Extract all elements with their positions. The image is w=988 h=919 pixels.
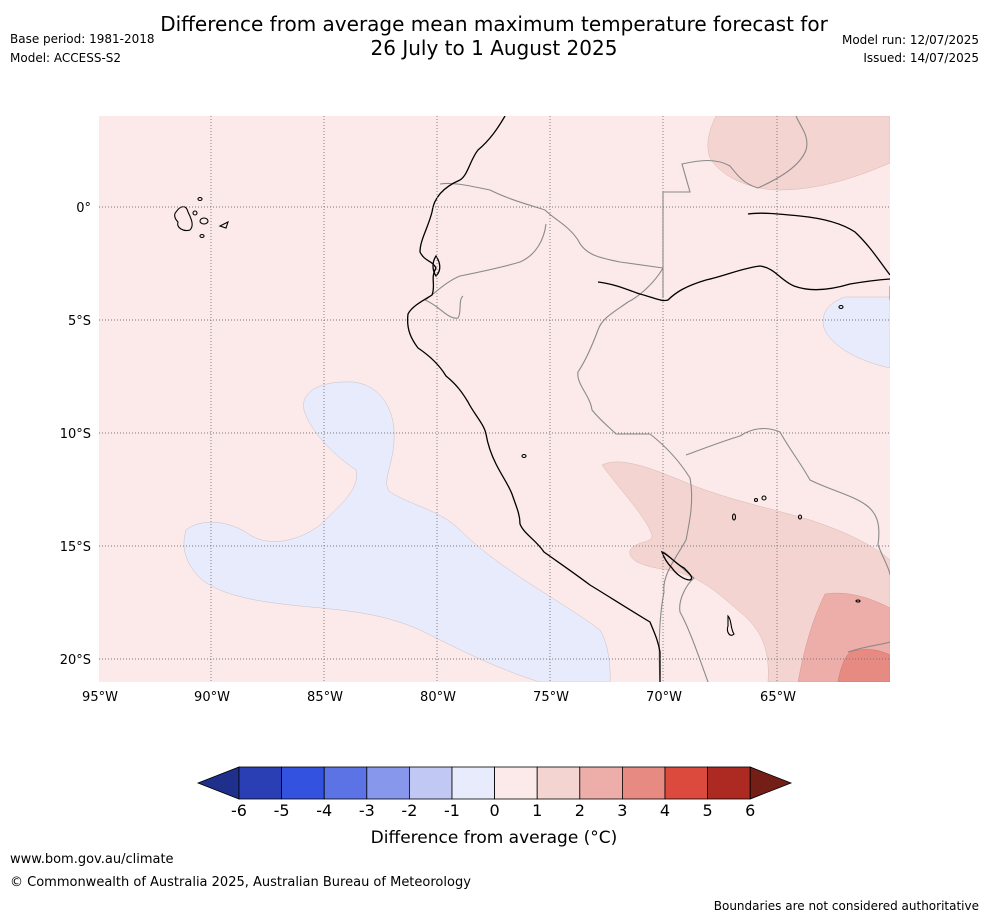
website-link[interactable]: www.bom.gov.au/climate <box>10 852 174 867</box>
lat-label: 10°S <box>60 427 91 442</box>
colorbar-tick-label: -3 <box>359 801 375 820</box>
colorbar-bin <box>707 766 751 800</box>
lon-label: 85°W <box>307 690 343 705</box>
lon-label: 80°W <box>420 690 456 705</box>
colorbar-label: Difference from average (°C) <box>370 828 618 848</box>
colorbar-bin <box>238 766 282 800</box>
anomaly-region-3-to-4 <box>837 649 890 682</box>
colorbar-bin <box>536 766 581 800</box>
colorbar-bin <box>323 766 368 800</box>
boundaries-disclaimer: Boundaries are not considered authoritat… <box>713 899 979 913</box>
base-period: Base period: 1981-2018 <box>10 32 155 46</box>
colorbar-bin <box>408 766 453 800</box>
lat-label: 20°S <box>60 653 91 668</box>
graticule <box>99 116 890 682</box>
model-name: Model: ACCESS-S2 <box>10 51 122 65</box>
colorbar-tick-label: -1 <box>444 801 460 820</box>
lat-label: 15°S <box>60 540 91 555</box>
colorbar-tick-label: 4 <box>660 801 670 820</box>
colorbar-bin <box>451 766 495 800</box>
lat-label: 5°S <box>68 314 91 329</box>
colorbar-tick-label: 0 <box>490 801 500 820</box>
colorbar-extend-high <box>749 766 793 800</box>
anomaly-region-minus1-to-0 <box>183 381 611 682</box>
title-line-2: 26 July to 1 August 2025 <box>370 36 618 60</box>
model-run-date: Model run: 12/07/2025 <box>841 33 979 47</box>
issued-date: Issued: 14/07/2025 <box>863 51 979 65</box>
islands <box>174 196 861 636</box>
colorbar-tick-label: 3 <box>617 801 627 820</box>
anomaly-region-minus1-to-0 <box>822 296 890 369</box>
map-title: Difference from average mean maximum tem… <box>0 12 988 60</box>
colorbar-tick-label: -5 <box>274 801 290 820</box>
lon-label: 65°W <box>760 690 796 705</box>
colorbar-tick-label: 6 <box>745 801 755 820</box>
colorbar-bin <box>622 766 666 800</box>
colorbar-tick-label: 1 <box>532 801 542 820</box>
colorbar-bin <box>366 766 410 800</box>
colorbar-tick-label: 5 <box>703 801 713 820</box>
lon-label: 70°W <box>646 690 682 705</box>
coastlines <box>406 116 890 682</box>
colorbar-extend-low <box>196 766 240 800</box>
lon-label: 95°W <box>82 690 118 705</box>
lat-label: 0° <box>76 201 91 216</box>
colorbar-tick-label: -4 <box>316 801 332 820</box>
lon-label: 90°W <box>194 690 230 705</box>
colorbar-tick-label: -6 <box>231 801 247 820</box>
colorbar-bin <box>664 766 708 800</box>
colorbar-bin <box>579 766 623 800</box>
colorbar-bin <box>494 766 538 800</box>
colorbar-bin <box>281 766 325 800</box>
lon-label: 75°W <box>533 690 569 705</box>
copyright-notice: © Commonwealth of Australia 2025, Austra… <box>10 875 471 890</box>
colorbar-tick-label: -2 <box>401 801 417 820</box>
national-borders <box>424 116 890 682</box>
colorbar-tick-label: 2 <box>575 801 585 820</box>
title-line-1: Difference from average mean maximum tem… <box>160 12 828 36</box>
